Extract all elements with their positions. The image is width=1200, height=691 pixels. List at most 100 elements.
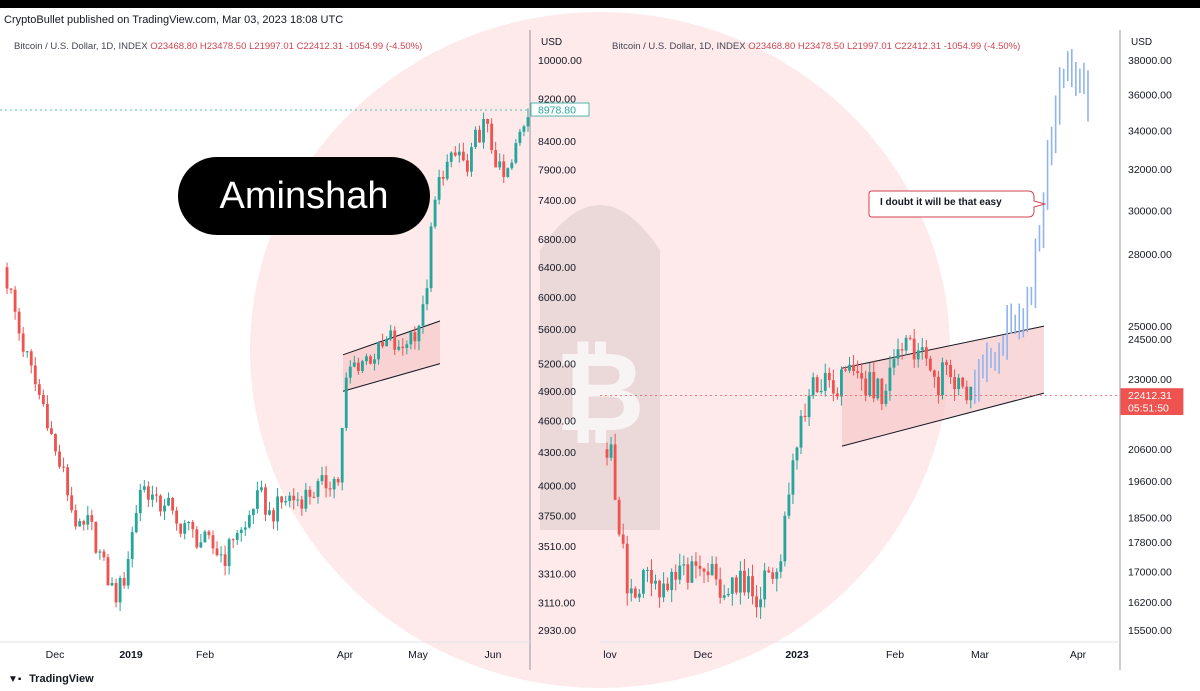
candle-body	[138, 489, 142, 514]
candle-body	[9, 288, 13, 290]
candle-body	[393, 330, 397, 350]
y-tick-label: 19600.00	[1128, 476, 1172, 488]
candle-body	[682, 564, 686, 566]
right-close: C22412.31	[894, 41, 942, 52]
right-low: L21997.01	[847, 41, 892, 52]
candle-body	[328, 488, 332, 490]
y-tick-label: 8400.00	[538, 136, 576, 148]
x-tick-label: lov	[603, 649, 617, 661]
y-tick-label: 3110.00	[538, 597, 575, 609]
candle-body	[478, 129, 481, 143]
candle-body	[791, 460, 795, 495]
candle-body	[498, 161, 502, 168]
y-tick-label: 3310.00	[538, 568, 576, 580]
candle-body	[654, 580, 657, 584]
candle-body	[255, 490, 259, 509]
candle-body	[260, 487, 263, 491]
candle-body	[292, 495, 296, 501]
candle-body	[41, 394, 45, 405]
candle-body	[522, 126, 526, 132]
y-tick-label: 24500.00	[1128, 334, 1172, 346]
candle-body	[856, 371, 860, 374]
candle-body	[409, 332, 413, 345]
candle-body	[518, 131, 522, 144]
candle-body	[37, 384, 41, 395]
candle-body	[734, 577, 738, 593]
x-tick-label: 2023	[785, 649, 809, 661]
candle-body	[941, 362, 944, 396]
right-open: O23468.80	[748, 41, 796, 52]
candle-body	[98, 551, 102, 553]
y-tick-label: 2930.00	[538, 625, 576, 637]
candle-body	[453, 152, 457, 156]
left-legend: Bitcoin / U.S. Dollar, 1D, INDEX O23468.…	[14, 41, 422, 52]
candle-body	[787, 494, 791, 516]
candle-body	[461, 151, 465, 161]
candle-body	[356, 362, 360, 372]
channel-upper-line	[841, 325, 1045, 369]
candle-body	[130, 532, 134, 559]
candle-body	[381, 342, 385, 347]
y-tick-label: 10000.00	[538, 55, 582, 67]
candle-body	[751, 576, 754, 597]
candle-body	[219, 554, 223, 556]
candle-body	[110, 582, 114, 586]
candle-body	[633, 588, 637, 598]
candle-body	[904, 337, 908, 351]
candle-body	[783, 515, 787, 562]
candle-body	[268, 510, 271, 515]
y-tick-label: 6800.00	[538, 234, 576, 246]
candle-body	[344, 377, 348, 428]
candle-body	[13, 289, 17, 312]
candle-body	[912, 338, 916, 360]
candle-body	[803, 415, 807, 418]
channel-lower-line	[342, 363, 441, 392]
candle-body	[945, 362, 948, 365]
candle-body	[884, 390, 888, 404]
candle-body	[848, 364, 851, 371]
candle-body	[457, 151, 461, 156]
candle-body	[413, 332, 417, 342]
tradingview-logo-icon: ▼▪	[8, 674, 22, 685]
candle-body	[799, 415, 803, 448]
y-tick-label: 4900.00	[538, 386, 576, 398]
right-chart[interactable]: 38000.00 36000.00 34000.00 32000.00 30000.00…	[600, 30, 1200, 670]
annotation-callout: I doubt it will be that easy	[880, 197, 1002, 208]
candle-body	[122, 578, 126, 586]
x-tick-label: Apr	[1070, 649, 1087, 661]
candle-body	[336, 478, 340, 483]
x-tick-label: Feb	[886, 649, 904, 661]
candle-body	[650, 569, 653, 584]
candle-body	[678, 565, 682, 580]
top-bar	[0, 0, 1200, 8]
candle-body	[235, 533, 239, 540]
x-tick-label: Dec	[694, 649, 713, 661]
candle-body	[369, 356, 372, 364]
candle-body	[726, 593, 730, 596]
candle-body	[449, 152, 453, 162]
candle-body	[670, 571, 674, 591]
candle-body	[880, 378, 884, 404]
y-tick-label: 6000.00	[538, 292, 576, 304]
candle-body	[629, 588, 633, 594]
candle-body	[637, 593, 641, 598]
y-tick-label: 20600.00	[1128, 444, 1172, 456]
left-chart[interactable]: 10000.009200.008400.007900.007400.006800…	[0, 30, 600, 670]
price-tag-box	[1120, 388, 1184, 415]
y-tick-label: 7900.00	[538, 164, 576, 176]
candle-body	[33, 365, 37, 385]
candle-body	[288, 495, 292, 502]
candle-body	[417, 325, 421, 342]
candle-body	[102, 551, 106, 558]
y-tick-label: 25000.00	[1128, 321, 1172, 333]
y-tick-label: 4600.00	[538, 416, 576, 428]
candle-body	[191, 521, 195, 530]
candle-body	[243, 527, 247, 530]
candle-body	[494, 150, 498, 168]
candle-body	[239, 529, 243, 534]
candle-body	[514, 143, 518, 163]
candle-body	[730, 577, 734, 594]
candle-body	[211, 535, 215, 549]
candle-body	[949, 364, 952, 378]
candle-body	[658, 580, 661, 598]
